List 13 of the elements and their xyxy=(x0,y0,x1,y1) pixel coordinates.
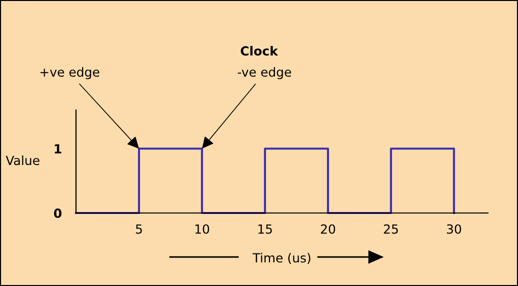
y-axis-title: Value xyxy=(6,155,40,166)
x-tick-label: 10 xyxy=(195,224,210,234)
x-tick-label: 5 xyxy=(136,224,142,234)
x-tick-label: 20 xyxy=(320,224,336,234)
y-tick-label: 0 xyxy=(54,208,62,218)
x-tick-label: 15 xyxy=(258,224,272,234)
chart-title: Clock xyxy=(240,46,278,56)
annotation: -ve edge xyxy=(238,67,292,80)
x-tick-label: 30 xyxy=(446,224,462,234)
y-tick-label: 1 xyxy=(54,144,62,154)
x-tick-label: 25 xyxy=(384,224,398,234)
x-axis-title: Time (us) xyxy=(252,252,310,264)
annotation: +ve edge xyxy=(40,67,100,80)
